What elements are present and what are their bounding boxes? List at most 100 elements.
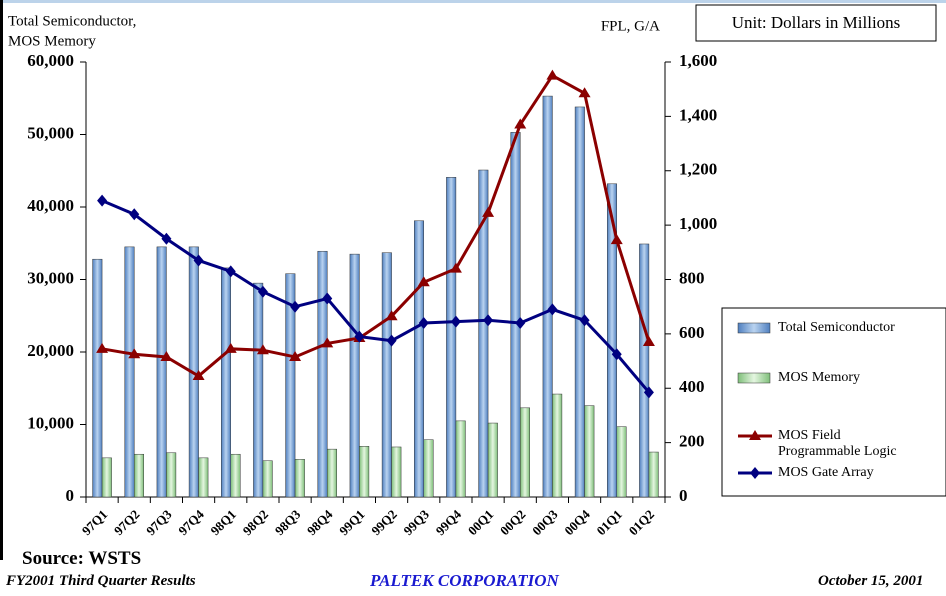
point bbox=[224, 342, 237, 353]
point bbox=[97, 194, 108, 207]
x-tick-label: 01Q1 bbox=[593, 507, 625, 539]
x-tick-label: 98Q4 bbox=[304, 506, 336, 538]
y-tick-label: 20,000 bbox=[27, 341, 74, 360]
y2-tick-label: 0 bbox=[679, 486, 688, 505]
x-tick-label: 97Q3 bbox=[143, 506, 175, 538]
legend-label: Total Semiconductor bbox=[778, 320, 895, 335]
bar bbox=[510, 132, 521, 498]
bar bbox=[639, 243, 650, 498]
x-tick-label: 97Q4 bbox=[175, 506, 207, 538]
y-tick-label: 30,000 bbox=[27, 268, 74, 287]
bar bbox=[198, 457, 209, 498]
bar bbox=[391, 446, 402, 498]
point bbox=[289, 350, 302, 361]
left-border bbox=[0, 0, 3, 560]
legend-label: MOS Field Programmable Logic bbox=[778, 428, 897, 459]
x-tick-label: 00Q2 bbox=[497, 507, 529, 539]
x-tick-label: 00Q4 bbox=[561, 506, 593, 538]
x-tick-label: 99Q2 bbox=[368, 507, 400, 539]
point bbox=[96, 342, 109, 353]
point bbox=[515, 317, 526, 329]
point bbox=[129, 208, 140, 221]
point bbox=[546, 69, 559, 80]
bar bbox=[552, 393, 563, 498]
point bbox=[225, 265, 236, 278]
bar bbox=[542, 95, 553, 498]
bar bbox=[327, 448, 337, 498]
point bbox=[749, 430, 761, 440]
bar bbox=[359, 446, 370, 498]
x-tick-label: 98Q2 bbox=[240, 507, 272, 539]
x-tick-label: 97Q2 bbox=[111, 507, 143, 539]
x-tick-label: 97Q1 bbox=[79, 507, 111, 539]
point bbox=[385, 310, 398, 321]
bar bbox=[423, 439, 434, 498]
bar bbox=[230, 453, 241, 498]
y2-tick-label: 1,000 bbox=[679, 214, 717, 233]
point bbox=[193, 254, 204, 267]
point bbox=[578, 87, 591, 98]
legend-label: MOS Gate Array bbox=[778, 465, 874, 480]
bar bbox=[414, 220, 424, 498]
x-tick-label: 01Q2 bbox=[626, 507, 658, 539]
point bbox=[417, 276, 430, 287]
y-tick-label: 0 bbox=[66, 486, 75, 505]
point bbox=[321, 337, 334, 348]
y-tick-label: 50,000 bbox=[27, 123, 74, 142]
point bbox=[290, 300, 301, 313]
legend-key bbox=[737, 372, 771, 384]
x-tick-label: 99Q4 bbox=[433, 506, 465, 538]
x-tick-label: 00Q3 bbox=[529, 506, 561, 538]
line bbox=[101, 199, 651, 394]
y2-tick-label: 800 bbox=[679, 268, 705, 287]
top-border bbox=[0, 0, 946, 3]
bar bbox=[446, 177, 457, 498]
point bbox=[256, 344, 269, 355]
footer-right: October 15, 2001 bbox=[818, 573, 924, 589]
source: Source: WSTS bbox=[22, 548, 142, 569]
legend-key bbox=[737, 322, 771, 334]
point bbox=[579, 314, 590, 327]
bar bbox=[262, 460, 273, 498]
point bbox=[643, 386, 654, 399]
point bbox=[450, 315, 461, 328]
bar bbox=[584, 405, 595, 498]
point bbox=[750, 467, 760, 479]
bar bbox=[607, 183, 617, 498]
y-tick-label: 10,000 bbox=[27, 413, 74, 432]
bar bbox=[124, 246, 135, 498]
legend-box bbox=[721, 307, 946, 497]
bar bbox=[285, 273, 296, 498]
point bbox=[418, 317, 429, 329]
bar bbox=[455, 420, 466, 498]
bar bbox=[221, 267, 231, 498]
y-label: MOS Memory bbox=[8, 33, 96, 49]
footer-left: FY2001 Third Quarter Results bbox=[6, 573, 196, 589]
point bbox=[449, 262, 462, 273]
bar bbox=[156, 246, 167, 498]
point bbox=[257, 285, 268, 298]
y2-tick-label: 1,200 bbox=[679, 160, 717, 179]
legend-label: MOS Memory bbox=[778, 370, 861, 385]
point bbox=[128, 348, 141, 359]
bar bbox=[166, 452, 177, 498]
point bbox=[610, 234, 623, 245]
point bbox=[642, 336, 655, 347]
x-tick-label: 98Q1 bbox=[207, 507, 239, 539]
bar bbox=[478, 169, 489, 498]
point bbox=[322, 292, 333, 305]
y2-tick-label: 600 bbox=[679, 323, 705, 342]
line bbox=[101, 73, 651, 378]
x-tick-label: 00Q1 bbox=[465, 507, 497, 539]
y-label: Total Semiconductor, bbox=[8, 13, 136, 29]
bar bbox=[92, 258, 103, 498]
bar bbox=[520, 407, 530, 498]
bar bbox=[381, 252, 392, 498]
bar bbox=[574, 106, 585, 498]
y-tick-label: 60,000 bbox=[27, 51, 74, 70]
bar bbox=[101, 457, 112, 498]
unit-note: Unit: Dollars in Millions bbox=[732, 13, 901, 32]
x-tick-label: 98Q3 bbox=[272, 506, 304, 538]
